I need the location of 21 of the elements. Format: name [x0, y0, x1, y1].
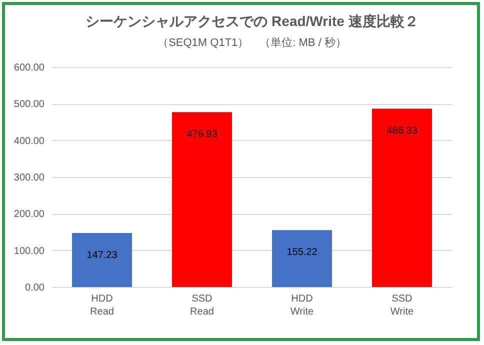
- data-label: 486.33: [386, 126, 418, 137]
- bar: [372, 108, 432, 287]
- chart-subtitle: （SEQ1M Q1T1） （単位: MB / 秒）: [158, 37, 346, 49]
- x-tick-label: SSD Write: [390, 294, 414, 318]
- y-tick-label: 600.00: [14, 62, 45, 74]
- y-tick-label: 0.00: [25, 282, 45, 294]
- x-tick-label: SSD Read: [190, 294, 214, 318]
- x-tick-label: HDD Read: [90, 294, 114, 318]
- bar: [72, 233, 132, 287]
- data-label: 476.93: [186, 129, 218, 140]
- data-label: 155.22: [286, 247, 318, 258]
- bar: [272, 230, 332, 287]
- y-tick-label: 100.00: [14, 246, 45, 257]
- x-tick-label: HDD Write: [290, 294, 314, 318]
- y-tick-label: 300.00: [14, 172, 45, 184]
- y-tick-label: 500.00: [14, 99, 45, 110]
- y-tick-label: 200.00: [14, 209, 45, 220]
- y-tick-label: 400.00: [14, 136, 45, 147]
- data-label: 147.23: [86, 250, 118, 262]
- chart-title: シーケンシャルアクセスでの Read/Write 速度比較２: [86, 13, 418, 29]
- bar: [172, 112, 232, 287]
